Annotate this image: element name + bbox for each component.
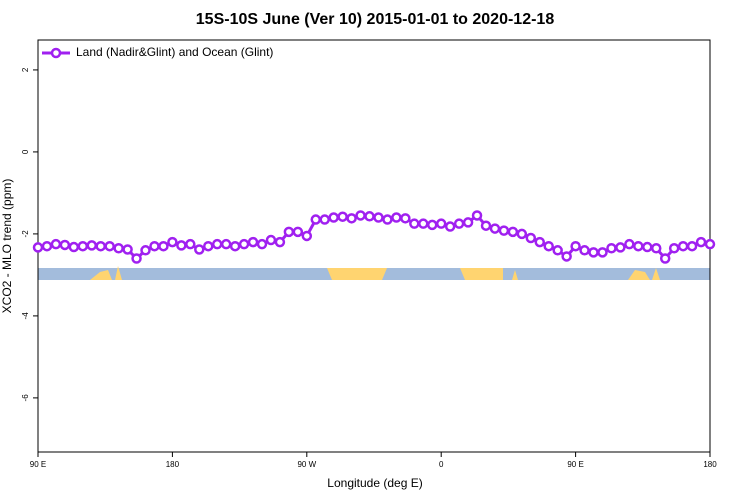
- data-point: [382, 214, 393, 225]
- data-point: [50, 238, 62, 250]
- data-point: [543, 240, 554, 252]
- data-point: [391, 212, 402, 223]
- y-tick-label: 2: [21, 67, 30, 72]
- data-point: [677, 240, 689, 252]
- chart-title: 15S-10S June (Ver 10) 2015-01-01 to 2020…: [196, 11, 555, 28]
- y-axis-label: XCO2 - MLO trend (ppm): [0, 179, 14, 314]
- data-point: [301, 230, 313, 242]
- data-point: [597, 247, 608, 258]
- data-point: [122, 244, 133, 255]
- data-point: [176, 240, 187, 251]
- legend-marker: [50, 47, 62, 59]
- data-point: [633, 240, 644, 252]
- data-point: [552, 245, 563, 256]
- data-point: [507, 226, 519, 238]
- data-point: [426, 219, 438, 231]
- data-point: [265, 234, 277, 246]
- x-tick-label: 90 E: [30, 460, 46, 469]
- data-point: [570, 240, 581, 252]
- data-point: [256, 238, 268, 250]
- data-point: [95, 240, 106, 252]
- data-point: [418, 218, 429, 229]
- data-point: [704, 238, 716, 250]
- x-tick-label: 90 W: [297, 460, 316, 469]
- data-point: [435, 218, 447, 229]
- data-point: [167, 236, 178, 248]
- data-point: [211, 238, 223, 250]
- data-point: [113, 243, 124, 254]
- data-point: [158, 240, 169, 252]
- data-point: [77, 240, 89, 252]
- data-point: [238, 238, 250, 250]
- data-point: [462, 217, 474, 228]
- data-point: [686, 240, 698, 252]
- data-point: [131, 253, 142, 264]
- data-point: [229, 240, 241, 252]
- data-point: [489, 223, 501, 234]
- data-point: [292, 226, 304, 238]
- data-point: [534, 236, 546, 248]
- data-point: [561, 251, 572, 262]
- data-point: [588, 247, 599, 258]
- x-axis-label: Longitude (deg E): [327, 476, 422, 490]
- data-point: [364, 211, 375, 222]
- y-tick-label: 0: [21, 149, 30, 154]
- data-point: [194, 244, 205, 255]
- legend-label: Land (Nadir&Glint) and Ocean (Glint): [76, 45, 273, 59]
- data-point: [355, 210, 366, 221]
- y-tick-label: -4: [21, 312, 30, 320]
- data-point: [606, 243, 617, 254]
- data-point: [59, 239, 71, 251]
- data-point: [220, 238, 232, 250]
- data-point: [104, 240, 115, 252]
- data-point: [283, 226, 295, 238]
- data-point: [247, 236, 259, 248]
- data-point: [615, 242, 626, 253]
- data-point: [86, 240, 98, 251]
- data-point: [32, 242, 44, 253]
- data-point: [149, 240, 160, 252]
- data-point: [453, 218, 465, 229]
- data-point: [480, 220, 492, 231]
- data-point: [319, 214, 330, 225]
- x-tick-label: 90 E: [567, 460, 583, 469]
- data-point: [346, 213, 357, 224]
- data-point: [471, 210, 483, 221]
- data-point: [525, 232, 537, 244]
- data-point: [337, 211, 348, 222]
- data-point: [185, 238, 196, 250]
- land-ocean-strip: [38, 266, 710, 280]
- data-point: [274, 236, 286, 248]
- data-point: [444, 221, 456, 232]
- data-point: [642, 241, 653, 253]
- data-point: [695, 236, 707, 248]
- data-point: [400, 213, 411, 224]
- y-tick-label: -2: [21, 230, 30, 238]
- data-point: [328, 212, 339, 223]
- data-point: [659, 253, 671, 264]
- data-point: [409, 218, 420, 229]
- data-point: [624, 238, 635, 250]
- data-point: [140, 245, 151, 256]
- data-point: [41, 240, 53, 252]
- data-point: [579, 245, 590, 256]
- data-point: [68, 241, 80, 253]
- data-point: [373, 212, 384, 223]
- data-point: [650, 243, 662, 254]
- data-point: [202, 240, 214, 252]
- data-point: [668, 243, 680, 254]
- x-tick-label: 0: [439, 460, 444, 469]
- y-tick-label: -6: [21, 394, 30, 402]
- x-tick-label: 180: [166, 460, 180, 469]
- x-tick-label: 180: [703, 460, 717, 469]
- data-point: [498, 225, 510, 236]
- data-point: [310, 214, 322, 225]
- data-point: [516, 228, 528, 240]
